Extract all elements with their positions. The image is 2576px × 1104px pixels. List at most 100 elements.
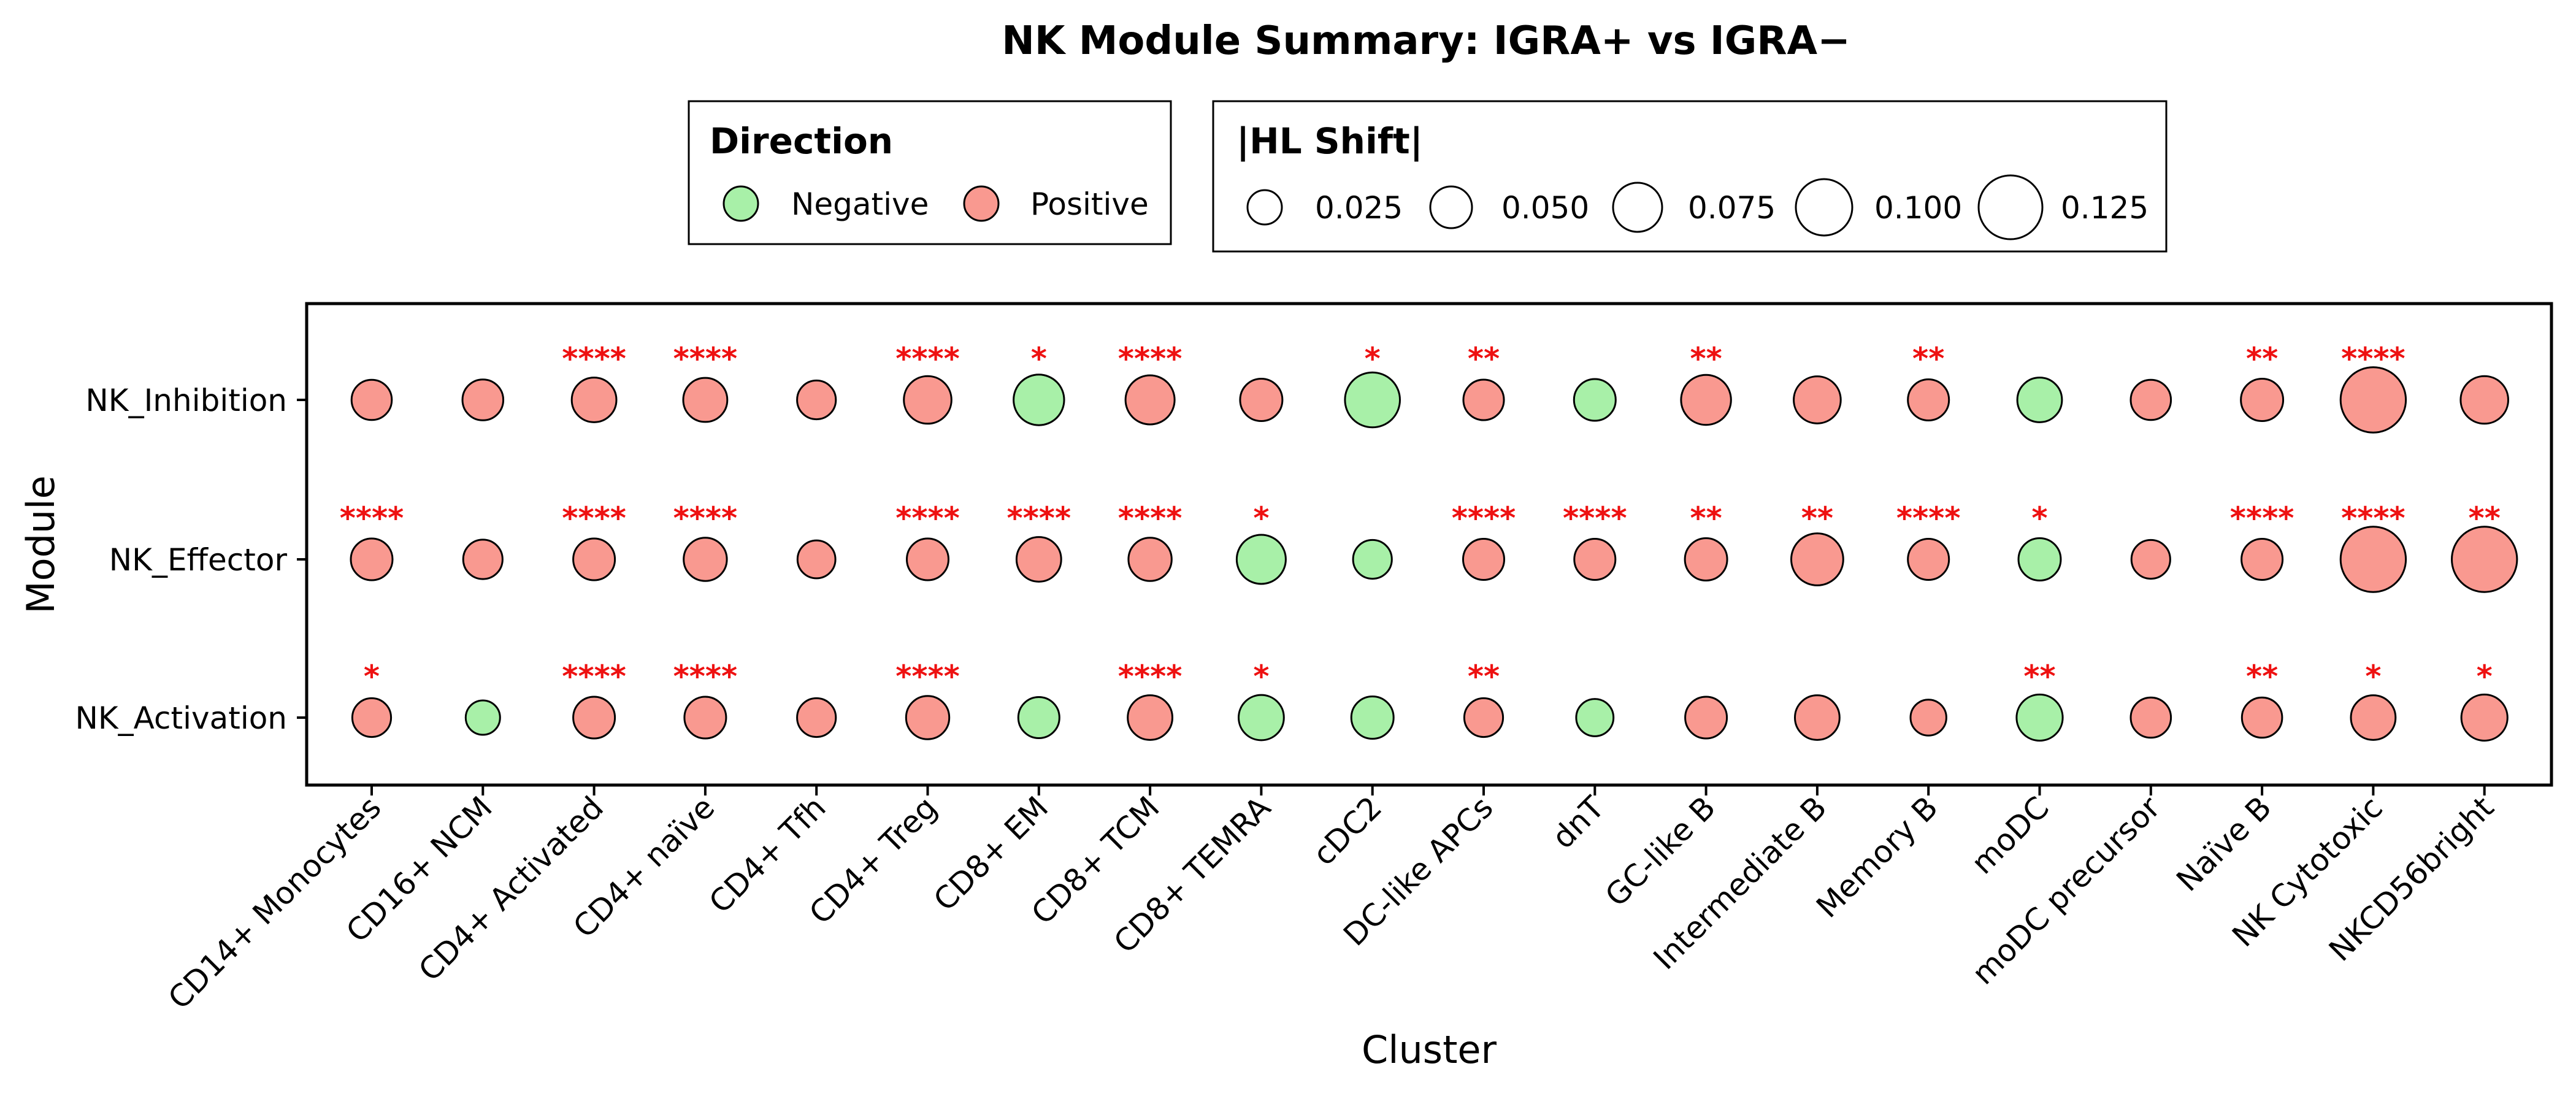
legend-size-label: 0.050 (1501, 190, 1589, 226)
significance-label: **** (1118, 341, 1183, 377)
legend-size-swatch (1612, 182, 1663, 233)
point-NK_Inhibition-8 (1239, 378, 1284, 422)
point-NK_Effector-16 (2130, 539, 2171, 580)
point-NK_Activation-17 (2241, 696, 2283, 739)
plot-panel (305, 302, 2553, 787)
significance-label: **** (895, 500, 960, 536)
significance-label: **** (1118, 659, 1183, 694)
point-NK_Inhibition-19 (2459, 375, 2509, 425)
point-NK_Activation-10 (1463, 697, 1505, 738)
point-NK_Activation-19 (2460, 693, 2509, 742)
point-NK_Activation-1 (464, 699, 501, 736)
point-NK_Inhibition-7 (1124, 374, 1176, 426)
legend-direction: Direction Negative Positive (688, 100, 1172, 245)
point-NK_Activation-14 (1909, 699, 1947, 737)
significance-label: ** (1801, 500, 1833, 536)
point-NK_Effector-11 (1573, 537, 1617, 581)
significance-label: **** (673, 500, 738, 536)
significance-label: * (1253, 500, 1269, 536)
y-axis: NK_Inhibition NK_Effector NK_Activation (75, 383, 307, 736)
point-NK_Effector-15 (2017, 537, 2062, 581)
point-NK_Effector-10 (1462, 537, 1506, 581)
significance-label: * (1253, 659, 1269, 694)
chart-title: NK Module Summary: IGRA+ vs IGRA− (1002, 18, 1850, 64)
point-NK_Activation-0 (351, 697, 393, 738)
significance-label: ** (2469, 500, 2501, 536)
legend-size-swatch (1795, 178, 1853, 237)
point-NK_Inhibition-11 (1573, 378, 1617, 422)
point-NK_Inhibition-9 (1344, 371, 1401, 429)
point-NK_Effector-5 (906, 537, 949, 581)
point-NK_Activation-5 (905, 695, 951, 740)
point-NK_Activation-3 (683, 696, 727, 740)
point-NK_Inhibition-16 (2129, 378, 2172, 421)
point-NK_Effector-8 (1235, 534, 1287, 585)
legend-size: |HL Shift| 0.025 0.050 0.075 0.100 0.125 (1212, 100, 2168, 253)
significance-label: **** (1452, 500, 1516, 536)
significance-label: **** (1118, 500, 1183, 536)
legend-size-label: 0.125 (2061, 190, 2149, 226)
point-NK_Effector-4 (796, 539, 837, 580)
legend-swatch-positive (963, 185, 1000, 222)
significance-label: * (2365, 659, 2381, 694)
point-NK_Activation-11 (1575, 698, 1615, 737)
point-NK_Inhibition-3 (682, 377, 729, 423)
point-NK_Effector-6 (1015, 536, 1062, 583)
point-NK_Effector-1 (462, 539, 504, 580)
point-NK_Inhibition-0 (350, 378, 393, 421)
legend-direction-box (688, 100, 1172, 245)
point-NK_Effector-14 (1907, 537, 1950, 581)
significance-label: **** (2341, 341, 2405, 377)
legend-size-label: 0.100 (1874, 190, 1962, 226)
legend-swatch-negative (723, 185, 759, 222)
point-NK_Effector-0 (350, 537, 394, 581)
point-NK_Inhibition-13 (1793, 375, 1842, 424)
significance-label: * (2477, 659, 2493, 694)
significance-label: ** (1468, 341, 1500, 377)
point-NK_Effector-19 (2451, 526, 2518, 593)
point-NK_Inhibition-17 (2240, 378, 2285, 422)
point-NK_Inhibition-14 (1907, 378, 1950, 422)
point-NK_Activation-13 (1794, 694, 1841, 741)
significance-label: **** (673, 341, 738, 377)
point-NK_Activation-7 (1127, 694, 1173, 741)
y-tick-label: NK_Inhibition (85, 383, 287, 418)
legend-size-title: |HL Shift| (1236, 120, 1423, 162)
x-axis-title: Cluster (1362, 1027, 1497, 1072)
point-NK_Effector-13 (1790, 532, 1844, 586)
point-NK_Inhibition-1 (461, 378, 505, 421)
x-tick-label: CD14+ Monocytes (161, 789, 388, 1016)
significance-label: **** (340, 500, 404, 536)
point-NK_Effector-2 (572, 537, 616, 581)
legend-size-swatch (1246, 189, 1283, 226)
point-NK_Activation-4 (796, 697, 837, 738)
legend-size-label: 0.025 (1315, 190, 1403, 226)
significance-label: **** (2341, 500, 2405, 536)
significance-label: **** (1896, 500, 1961, 536)
significance-label: **** (1007, 500, 1071, 536)
point-NK_Inhibition-12 (1680, 374, 1732, 426)
data-points (350, 366, 2518, 742)
significance-label: **** (673, 659, 738, 694)
x-tick-label: Naïve B (2169, 789, 2278, 898)
point-NK_Activation-15 (2015, 693, 2064, 742)
legend-size-swatch (1429, 185, 1473, 229)
legend-direction-label: Positive (1030, 186, 1149, 222)
point-NK_Effector-18 (2339, 526, 2407, 593)
point-NK_Inhibition-4 (796, 379, 837, 421)
x-tick-label: cDC2 (1306, 789, 1389, 872)
significance-label: **** (895, 659, 960, 694)
point-NK_Inhibition-10 (1462, 378, 1505, 421)
point-NK_Effector-7 (1127, 537, 1173, 582)
x-tick-label: moDC (1965, 789, 2056, 881)
x-tick-label: Memory B (1809, 789, 1944, 924)
significance-label: * (2031, 500, 2047, 536)
legend-direction-title: Direction (710, 120, 893, 162)
point-NK_Effector-3 (683, 537, 728, 582)
significance-label: **** (562, 500, 626, 536)
x-tick-label: moDC precursor (1965, 789, 2167, 991)
significance-label: ** (2023, 659, 2055, 694)
legend-size-label: 0.075 (1688, 190, 1776, 226)
